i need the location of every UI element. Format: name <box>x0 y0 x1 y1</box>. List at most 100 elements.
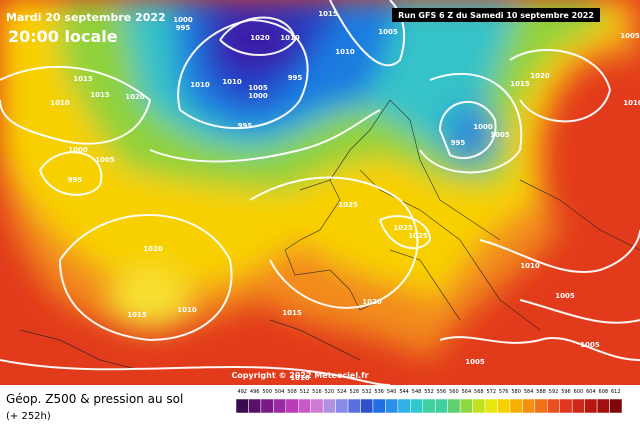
isobar-label: 1005 <box>555 292 575 300</box>
isobar-label: 1010 <box>190 81 210 89</box>
colorbar-label: 604 <box>586 389 596 395</box>
colorbar-label: 540 <box>387 389 397 395</box>
colorbar-cell <box>235 398 249 414</box>
colorbar-cell <box>609 398 623 414</box>
isobar-label: 1010 <box>280 34 300 42</box>
colorbar-label: 524 <box>337 389 347 395</box>
colorbar-label: 596 <box>561 389 571 395</box>
isobar-label: 995 <box>288 74 303 82</box>
colorbar-cell <box>347 398 361 414</box>
colorbar-cell <box>571 398 585 414</box>
isobar-label: 1015 <box>127 311 147 319</box>
colorbar-label: 572 <box>486 389 496 395</box>
isobar-label: 1020 <box>362 298 382 306</box>
colorbar-cell <box>459 398 473 414</box>
isobar-label: 1000 <box>173 16 193 24</box>
colorbar-label: 600 <box>574 389 584 395</box>
colorbar-cell <box>322 398 336 414</box>
isobar-label: 1010 <box>335 48 355 56</box>
isobar-label: 1005 <box>620 32 640 40</box>
colorbar-label: 588 <box>536 389 546 395</box>
colorbar-label: 512 <box>300 389 310 395</box>
isobar-label: 1010 <box>222 78 242 86</box>
colorbar-cell <box>472 398 486 414</box>
colorbar-label: 552 <box>424 389 434 395</box>
isobar-label: 1005 <box>248 84 268 92</box>
colorbar-label: 608 <box>599 389 609 395</box>
isobar-label: 1010 <box>520 262 540 270</box>
isobar-label: 1010 <box>290 374 310 382</box>
colorbar-label: 612 <box>611 389 621 395</box>
colorbar-cell <box>285 398 299 414</box>
copyright: Copyright © 2022 Meteociel.fr <box>231 371 368 380</box>
colorbar-cell <box>447 398 461 414</box>
colorbar-label: 496 <box>250 389 260 395</box>
isobar-label: 1005 <box>490 131 510 139</box>
colorbar-label: 568 <box>474 389 484 395</box>
run-box <box>392 8 600 22</box>
isobar-label: 1010 <box>177 306 197 314</box>
colorbar-label: 564 <box>462 389 472 395</box>
isobar-label: 1015 <box>318 10 338 18</box>
isobar-label: 1005 <box>580 341 600 349</box>
isobar-label: 1000 <box>248 92 268 100</box>
colorbar-cell <box>335 398 349 414</box>
isobars <box>0 0 640 361</box>
colorbar-label: 576 <box>499 389 509 395</box>
colorbar-cell <box>596 398 610 414</box>
colorbar-cell <box>434 398 448 414</box>
isobar-label: 1005 <box>95 156 115 164</box>
isobar-label: 1015 <box>73 75 93 83</box>
isobar-label: 1020 <box>125 93 145 101</box>
isobar-label: 995 <box>238 122 253 130</box>
colorbar-cell <box>497 398 511 414</box>
isobar-label: 1015 <box>510 80 530 88</box>
colorbar-label: 500 <box>262 389 272 395</box>
colorbar-cell <box>559 398 573 414</box>
colorbar-cell <box>397 398 411 414</box>
colorbar-cell <box>534 398 548 414</box>
colorbar-label: 528 <box>350 389 360 395</box>
colorbar-cell <box>522 398 536 414</box>
colorbar-cell <box>310 398 324 414</box>
local-time: 20:00 locale <box>8 27 118 46</box>
isobar-label: 995 <box>68 176 83 184</box>
run-info: Run GFS 6 Z du Samedi 10 septembre 2022 <box>398 11 594 20</box>
isobar-label: 1025 <box>393 224 413 232</box>
isobar-labels: 1000 995 1015 1005 1020 1010 995 1010 10… <box>0 10 640 392</box>
isobar-label: 995 <box>176 24 191 32</box>
isobar-label: 1025 <box>338 201 358 209</box>
colorbar-label: 580 <box>511 389 521 395</box>
colorbar-cell <box>410 398 424 414</box>
isobar-label: 1020 <box>530 72 550 80</box>
colorbar-label: 584 <box>524 389 534 395</box>
colorbar-cell <box>298 398 311 414</box>
colorbar-label: 556 <box>437 389 447 395</box>
colorbar-label: 536 <box>374 389 384 395</box>
colorbar-cell <box>509 398 523 414</box>
colorbar-cell <box>584 398 598 414</box>
colorbar-cell <box>385 398 399 414</box>
isobar-label: 1020 <box>143 245 163 253</box>
colorbar-label: 592 <box>549 389 559 395</box>
colorbar-cell <box>260 398 274 414</box>
borders <box>19 99 640 371</box>
footer-title: Géop. Z500 & pression au sol <box>6 392 183 406</box>
colorbar-label: 544 <box>399 389 409 395</box>
colorbar-label: 532 <box>362 389 372 395</box>
isobar-label: 995 <box>451 139 466 147</box>
colorbar-cell <box>273 398 287 414</box>
isobar-label: 1005 <box>378 28 398 36</box>
colorbar-cell <box>484 398 498 414</box>
date: Mardi 20 septembre 2022 <box>6 11 166 24</box>
isobar-label: 1020 <box>250 34 270 42</box>
colorbar-label: 504 <box>275 389 285 395</box>
field <box>0 0 640 385</box>
isobar-label: 1015 <box>90 91 110 99</box>
colorbar-label: 492 <box>237 389 247 395</box>
isobar-label: 1015 <box>282 309 302 317</box>
isobar-label: 1010 <box>623 99 640 107</box>
colorbar-label: 508 <box>287 389 297 395</box>
